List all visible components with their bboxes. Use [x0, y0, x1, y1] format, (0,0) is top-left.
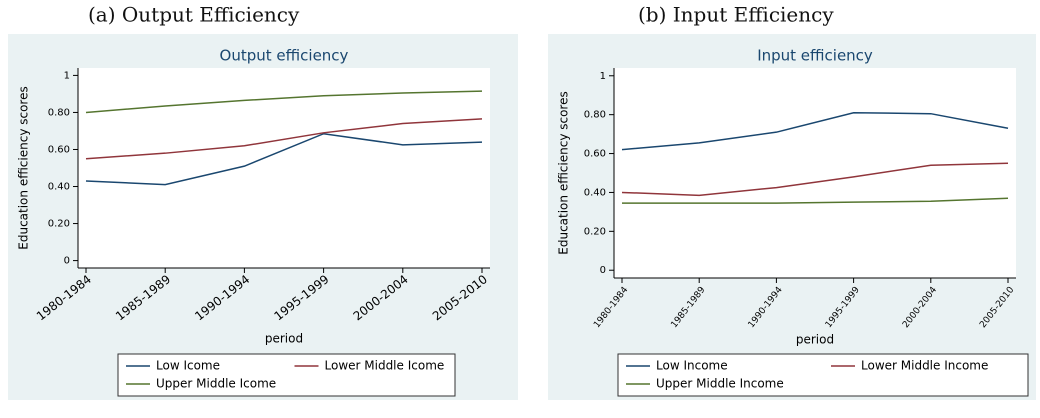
caption: (b) Input Efficiency: [638, 3, 834, 27]
series-line: [85, 90, 483, 114]
y-tick-label: 0.40: [48, 182, 70, 193]
x-axis-label: period: [265, 332, 303, 346]
legend-box: [617, 353, 1029, 397]
y-tick-label: 1: [600, 71, 606, 82]
y-tick-label: 0: [600, 265, 606, 276]
series-line: [621, 162, 1009, 197]
y-tick-label: 0: [64, 256, 70, 267]
legend-label: Upper Middle Income: [656, 377, 784, 391]
legend-label: Low Icome: [156, 359, 220, 373]
y-tick-label: 0.60: [584, 149, 606, 160]
y-tick-label: 0.80: [48, 107, 70, 118]
y-tick-label: 0.60: [48, 144, 70, 155]
y-axis-label: Education efficiency scores: [557, 91, 571, 254]
legend-label: Low Income: [656, 359, 728, 373]
y-tick-label: 0.80: [584, 110, 606, 121]
chart-title: Input efficiency: [757, 47, 873, 65]
y-tick-label: 0.40: [584, 187, 606, 198]
series-line: [85, 132, 483, 186]
plot-area: [614, 68, 1016, 278]
series-line: [621, 111, 1009, 151]
y-tick-label: 1: [64, 70, 70, 81]
y-tick-label: 0.20: [48, 219, 70, 230]
legend-label: Upper Middle Icome: [156, 377, 276, 391]
series-line: [85, 118, 483, 160]
caption: (a) Output Efficiency: [88, 3, 300, 27]
plot-area: [78, 68, 490, 268]
chart-title: Output efficiency: [220, 47, 349, 65]
legend-label: Lower Middle Income: [861, 359, 988, 373]
x-axis-label: period: [796, 333, 834, 347]
y-tick-label: 0.20: [584, 226, 606, 237]
y-axis-label: Education efficiency scores: [17, 86, 31, 249]
legend-box: [117, 353, 456, 397]
series-line: [622, 197, 1009, 204]
legend-label: Lower Middle Icome: [325, 359, 445, 373]
